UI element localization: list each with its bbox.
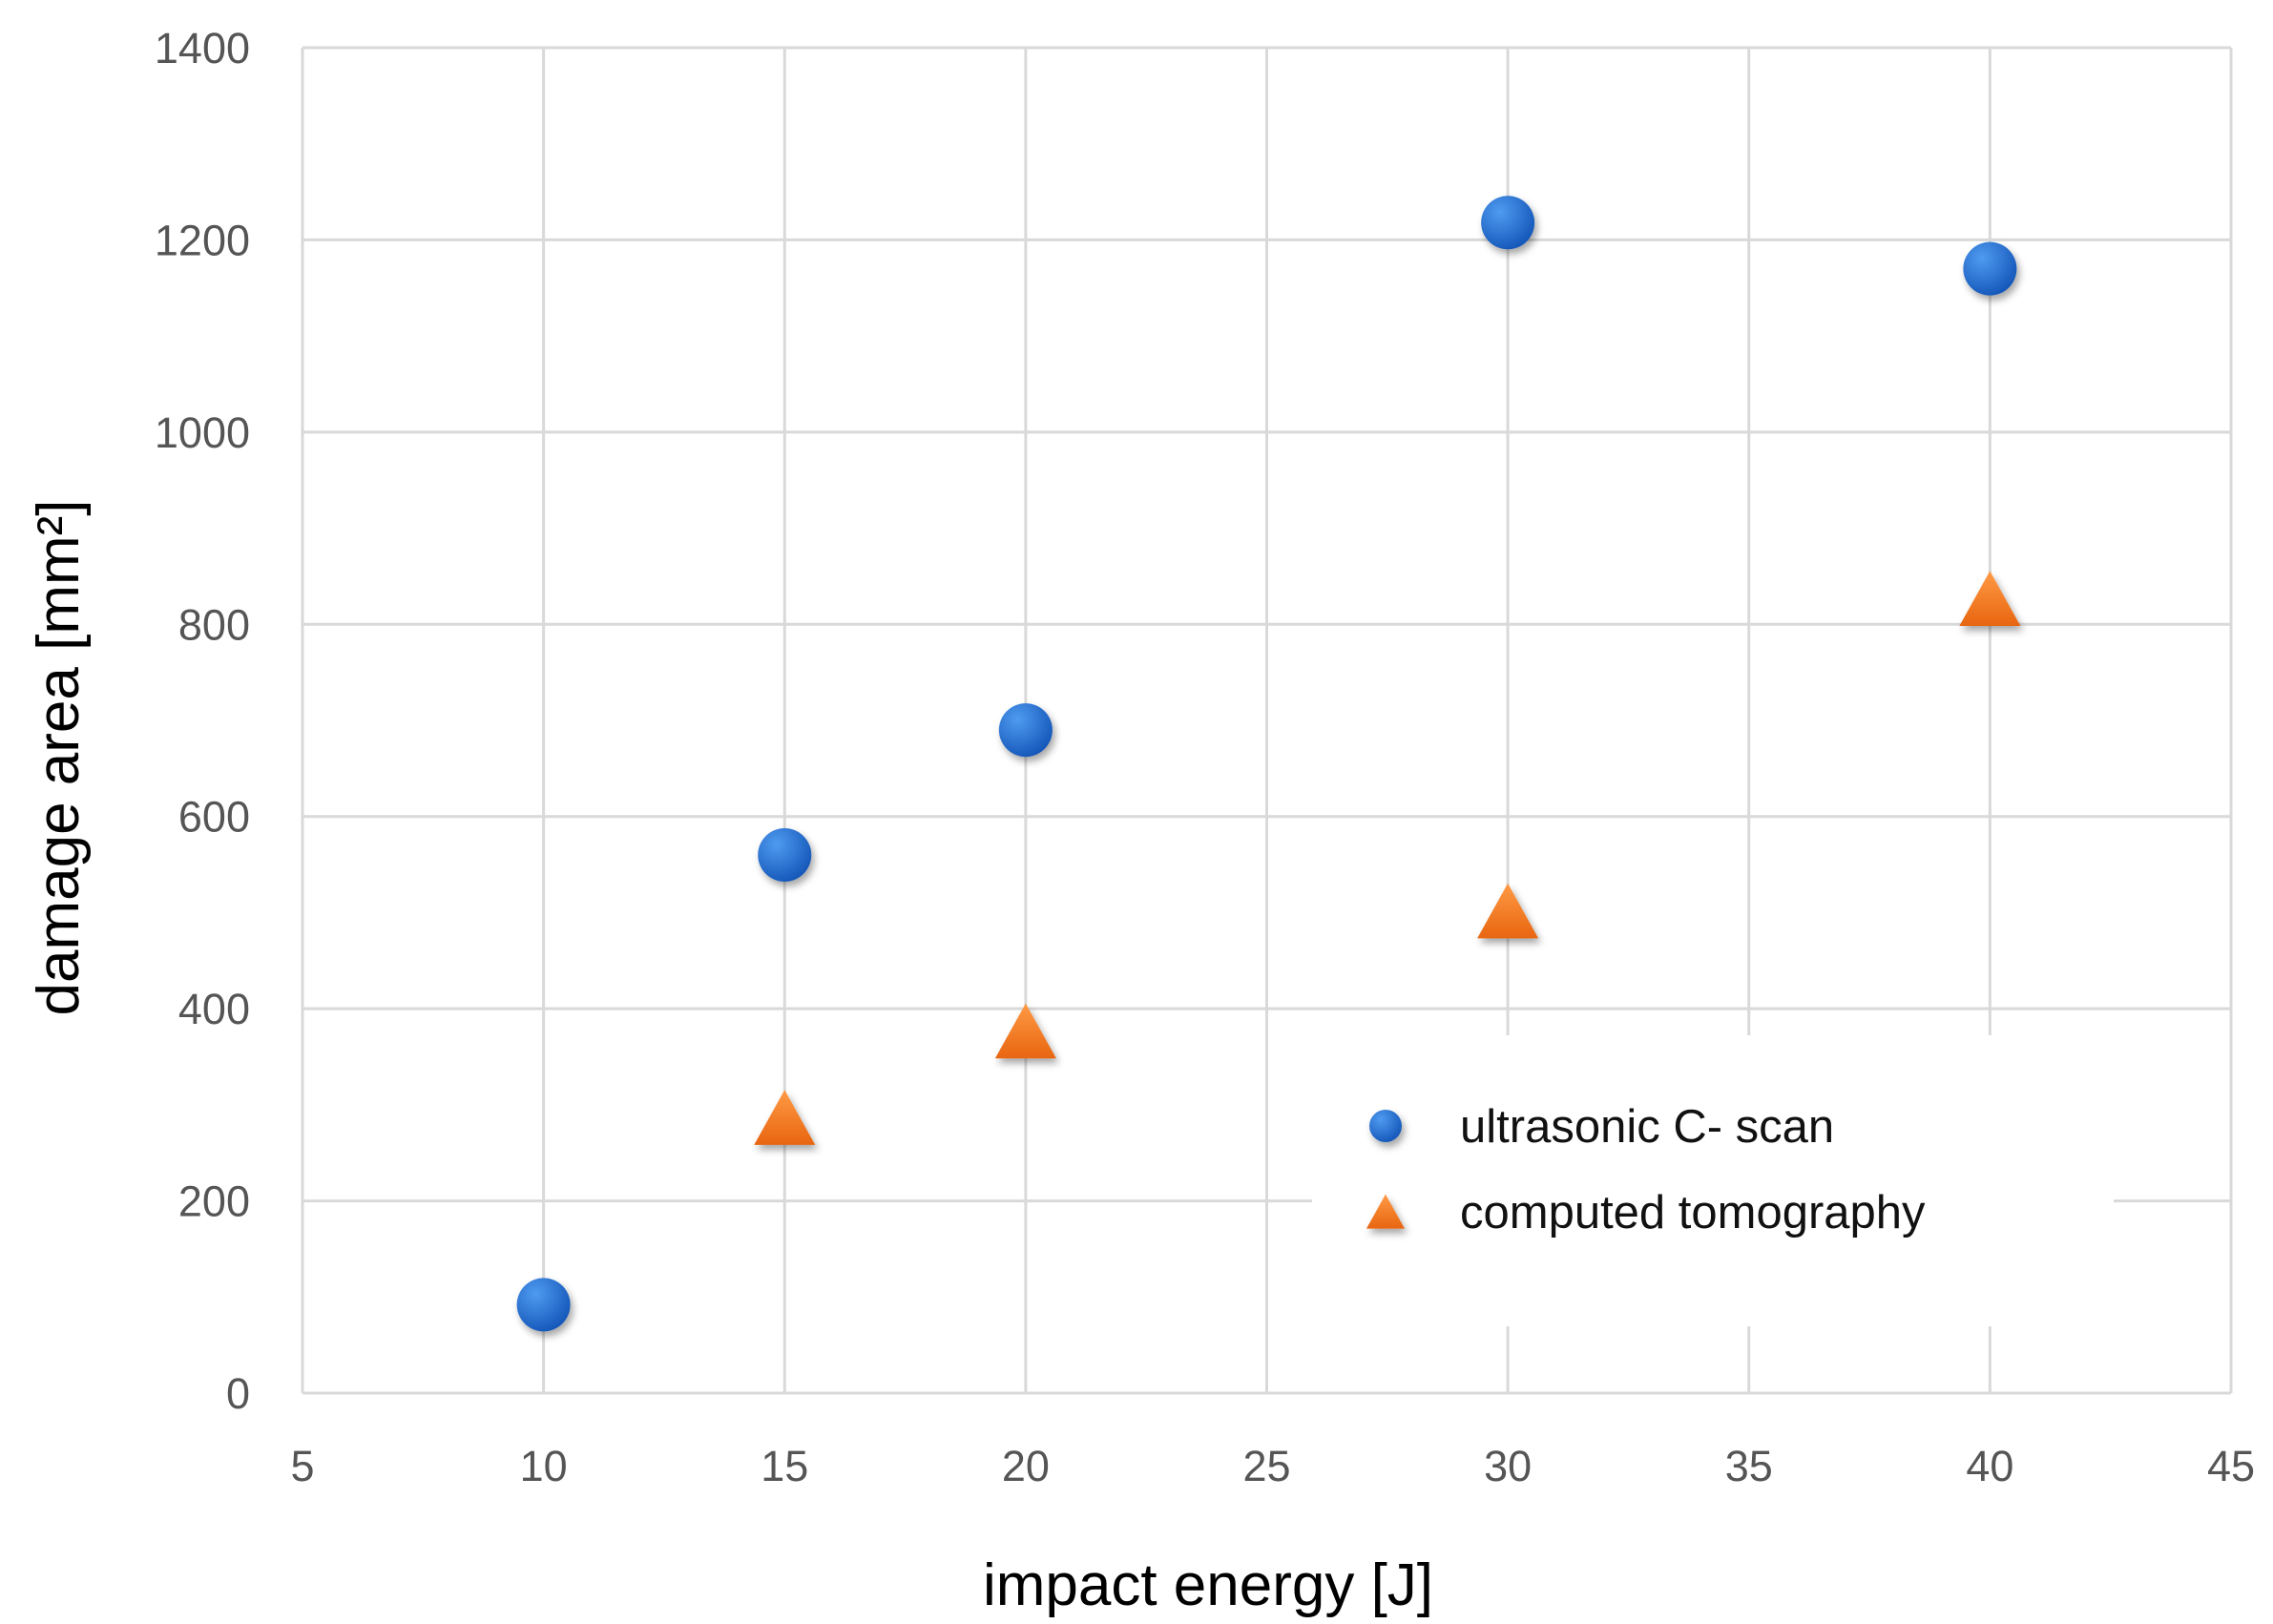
x-tick-label: 10 [520,1442,568,1490]
x-tick-label: 20 [1002,1442,1050,1490]
grid [301,46,2233,1395]
y-tick-label: 400 [178,985,250,1033]
x-tick-label: 15 [761,1442,808,1490]
legend-label: ultrasonic C- scan [1460,1101,1834,1153]
y-axis-title: damage area [mm²] [26,500,92,1016]
x-tick-label: 45 [2207,1442,2255,1490]
x-tick-label: 30 [1484,1442,1532,1490]
y-tick-label: 600 [178,793,250,842]
scan-point [1963,241,2017,296]
y-tick-label: 800 [178,600,250,649]
plot-marks [516,196,2021,1332]
legend-circle-icon [1369,1110,1402,1142]
scan-point [998,703,1053,758]
x-axis-title: impact energy [J] [983,1552,1433,1618]
ct-point [1477,883,1539,939]
axes: 5 10 15 20 25 30 35 40 45 0 200 400 600 800 1000 1200 14… [155,24,2255,1490]
legend: ultrasonic C- scan computed tomography [1366,1101,1926,1239]
y-tick-label: 1200 [155,216,250,264]
ct-point [994,1003,1056,1059]
y-tick-label: 1000 [155,408,250,457]
x-tick-label: 25 [1242,1442,1290,1490]
legend-background [1312,1035,2114,1326]
x-tick-label: 40 [1966,1442,2013,1490]
y-tick-label: 0 [226,1369,250,1418]
ct-point [1959,571,2021,627]
legend-label: computed tomography [1460,1187,1926,1239]
scan-point [758,828,812,882]
legend-triangle-icon [1366,1194,1405,1229]
x-tick-label: 35 [1725,1442,1773,1490]
y-tick-label: 1400 [155,24,250,73]
scan-point [516,1278,571,1332]
y-tick-label: 200 [178,1177,250,1226]
ct-point [754,1090,816,1145]
scan-point [1481,196,1535,250]
x-tick-label: 5 [290,1442,314,1490]
